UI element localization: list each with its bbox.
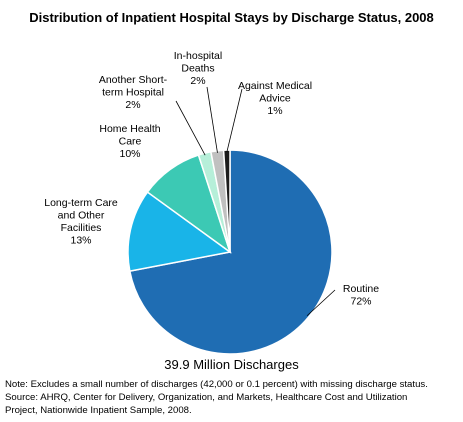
slice-label-line: 1%: [267, 105, 282, 117]
slice-label-line: 10%: [119, 148, 140, 160]
slice-label-line: Routine: [343, 283, 379, 295]
slice-label-line: Deaths: [181, 63, 214, 75]
pie-slice: [127, 191, 232, 272]
slice-label: Long-term Care and Other Facilities 13%: [44, 197, 118, 247]
chart-subtitle: 39.9 Million Discharges: [164, 357, 299, 372]
slice-label: Routine 72%: [343, 283, 379, 308]
slice-label-line: Facilities: [61, 222, 102, 234]
slice-label-line: 13%: [70, 235, 91, 247]
slice-label: Another Short-term Hospital 2%: [99, 74, 168, 111]
chart-title: Distribution of Inpatient Hospital Stays…: [29, 10, 434, 25]
slice-label: In-hospital Deaths 2%: [174, 50, 222, 87]
slice-label: Home Health Care 10%: [99, 123, 160, 160]
slice-label-line: Long-term Care: [44, 197, 118, 209]
slice-label-line: Home Health: [99, 123, 160, 135]
slice-label: Against Medical Advice 1%: [238, 80, 312, 117]
slice-label-line: Care: [119, 136, 142, 148]
slice-label-line: Advice: [259, 93, 291, 105]
chart-notes: Note: Excludes a small number of dischar…: [5, 378, 460, 417]
pie-slice: [222, 149, 231, 253]
slice-label-line: 72%: [350, 296, 371, 308]
leader-line: [306, 289, 336, 317]
source-line: Project, Nationwide Inpatient Sample, 20…: [5, 405, 192, 416]
note-line: Note: Excludes a small number of dischar…: [5, 379, 428, 390]
slice-label-line: Another Short-: [99, 74, 168, 86]
leader-line: [226, 88, 243, 153]
slice-label-line: Against Medical: [238, 80, 312, 92]
leader-lines: [175, 86, 336, 317]
slice-labels: Routine 72% Long-term Care and Other Facilit…: [44, 50, 379, 308]
slice-label-line: In-hospital: [174, 50, 222, 62]
pie-slices: [127, 149, 333, 355]
slice-label-line: 2%: [125, 99, 140, 111]
source-line: Source: AHRQ, Center for Delivery, Organ…: [5, 392, 408, 403]
leader-line: [175, 100, 206, 156]
slice-label-line: and Other: [58, 210, 105, 222]
slice-label-line: 2%: [190, 75, 205, 87]
slice-label-line: term Hospital: [102, 87, 164, 99]
leader-line: [206, 86, 218, 153]
